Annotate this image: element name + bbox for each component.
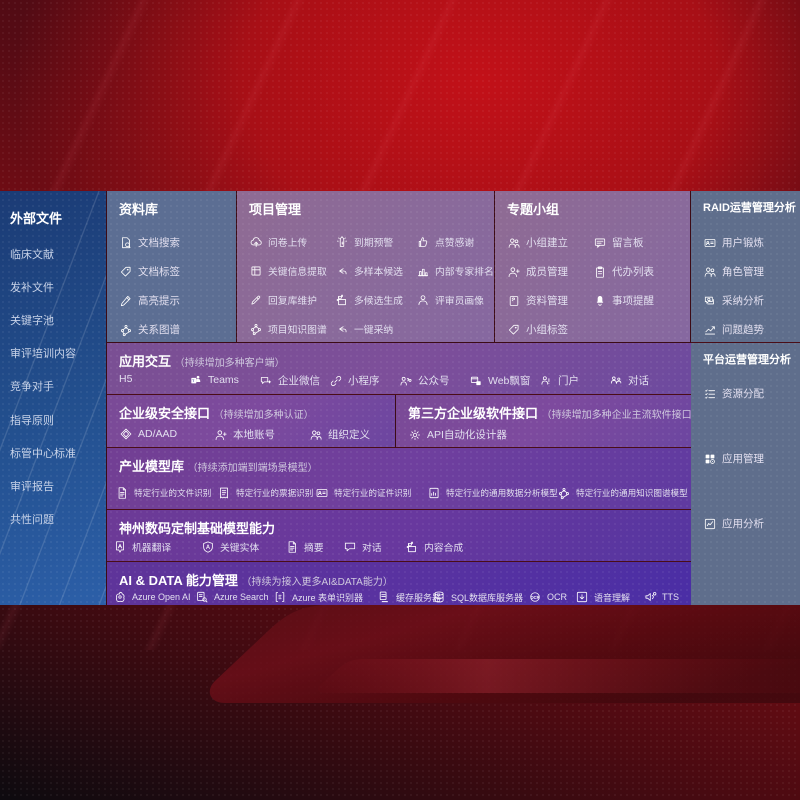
svg-text:OCR: OCR bbox=[530, 595, 539, 600]
